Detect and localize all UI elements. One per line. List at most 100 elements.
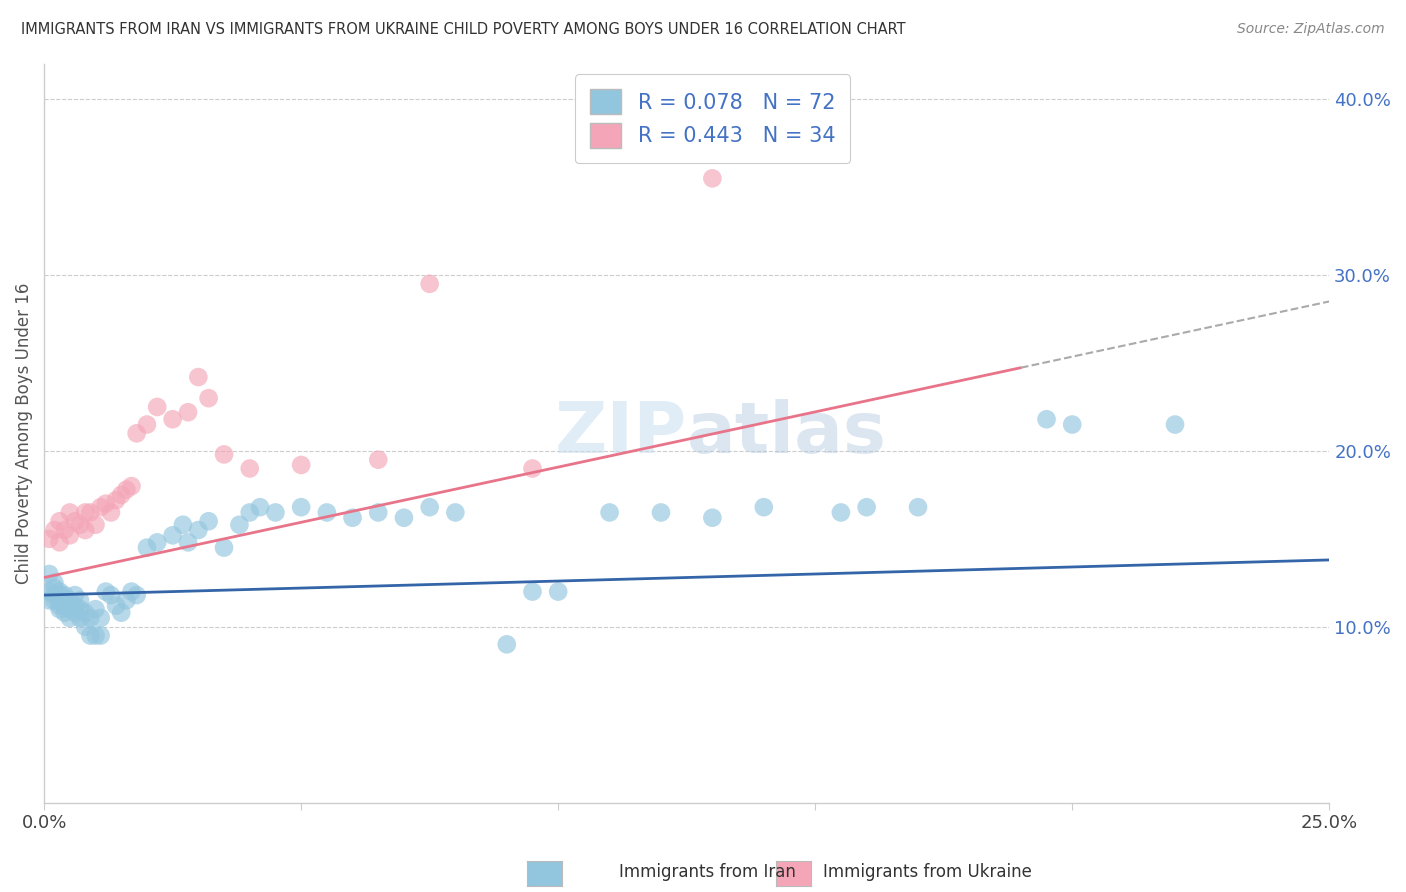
Point (79, 611, 101, 625)
Point (650, 506, 672, 520)
Point (44, 575, 66, 590)
Point (599, 506, 621, 520)
Point (187, 370, 209, 384)
Text: Immigrants from Iran: Immigrants from Iran (619, 863, 796, 881)
Point (197, 391, 219, 405)
Point (172, 517, 194, 532)
Point (135, 541, 157, 555)
Point (135, 417, 157, 432)
Text: atlas: atlas (686, 399, 887, 467)
Point (90, 500, 112, 515)
Point (495, 637, 517, 651)
Point (702, 171, 724, 186)
Point (44, 581, 66, 595)
Point (53, 523, 76, 537)
Point (69, 611, 91, 625)
Point (44, 593, 66, 607)
Y-axis label: Child Poverty Among Boys Under 16: Child Poverty Among Boys Under 16 (15, 283, 32, 584)
Point (69, 517, 91, 532)
Point (702, 510, 724, 524)
Point (44, 588, 66, 602)
Point (115, 483, 138, 497)
Point (752, 500, 775, 515)
Point (146, 400, 169, 414)
Point (75, 506, 97, 520)
Point (125, 588, 148, 602)
Point (146, 535, 169, 549)
Point (75, 620, 97, 634)
Point (342, 510, 364, 524)
Point (84, 517, 107, 532)
Point (110, 606, 132, 620)
Text: ZIP: ZIP (554, 399, 686, 467)
Point (59, 506, 82, 520)
Point (239, 461, 262, 475)
Point (522, 461, 544, 475)
Point (444, 506, 467, 520)
Point (100, 588, 122, 602)
Point (290, 458, 312, 472)
Point (1164, 417, 1187, 432)
Point (38, 584, 60, 599)
Point (522, 584, 544, 599)
Point (48, 599, 70, 613)
Text: Source: ZipAtlas.com: Source: ZipAtlas.com (1237, 22, 1385, 37)
Point (53, 588, 76, 602)
Point (419, 277, 441, 291)
Point (84, 628, 107, 642)
Point (84, 602, 107, 616)
Point (90, 628, 112, 642)
Point (315, 506, 337, 520)
Point (38, 566, 60, 581)
Point (125, 426, 148, 441)
Point (59, 599, 82, 613)
Point (79, 506, 101, 520)
Point (59, 528, 82, 542)
Point (212, 447, 235, 461)
Point (1035, 412, 1057, 426)
Text: Immigrants from Ukraine: Immigrants from Ukraine (823, 863, 1032, 881)
Point (53, 599, 76, 613)
Point (110, 488, 132, 502)
Point (38, 593, 60, 607)
Point (63, 606, 86, 620)
Point (105, 493, 128, 508)
Point (63, 588, 86, 602)
Point (90, 611, 112, 625)
Point (264, 506, 287, 520)
Point (249, 500, 271, 515)
Point (239, 506, 262, 520)
Point (177, 535, 200, 549)
Point (69, 593, 91, 607)
Point (94, 584, 117, 599)
Point (197, 514, 219, 528)
Point (228, 517, 250, 532)
Point (59, 611, 82, 625)
Point (121, 479, 143, 493)
Point (48, 593, 70, 607)
Point (1062, 417, 1084, 432)
Point (100, 506, 122, 520)
Point (855, 500, 877, 515)
Point (547, 584, 569, 599)
Point (53, 606, 76, 620)
Point (187, 523, 209, 537)
Point (48, 584, 70, 599)
Point (367, 452, 389, 467)
Point (94, 497, 117, 511)
Point (162, 528, 184, 542)
Point (121, 584, 143, 599)
Point (48, 535, 70, 549)
Point (419, 500, 441, 515)
Point (392, 510, 415, 524)
Point (69, 602, 91, 616)
Point (290, 500, 312, 515)
Point (907, 500, 929, 515)
Point (75, 606, 97, 620)
Point (59, 593, 82, 607)
Point (162, 412, 184, 426)
Point (38, 532, 60, 546)
Point (48, 602, 70, 616)
Point (63, 599, 86, 613)
Point (75, 523, 97, 537)
